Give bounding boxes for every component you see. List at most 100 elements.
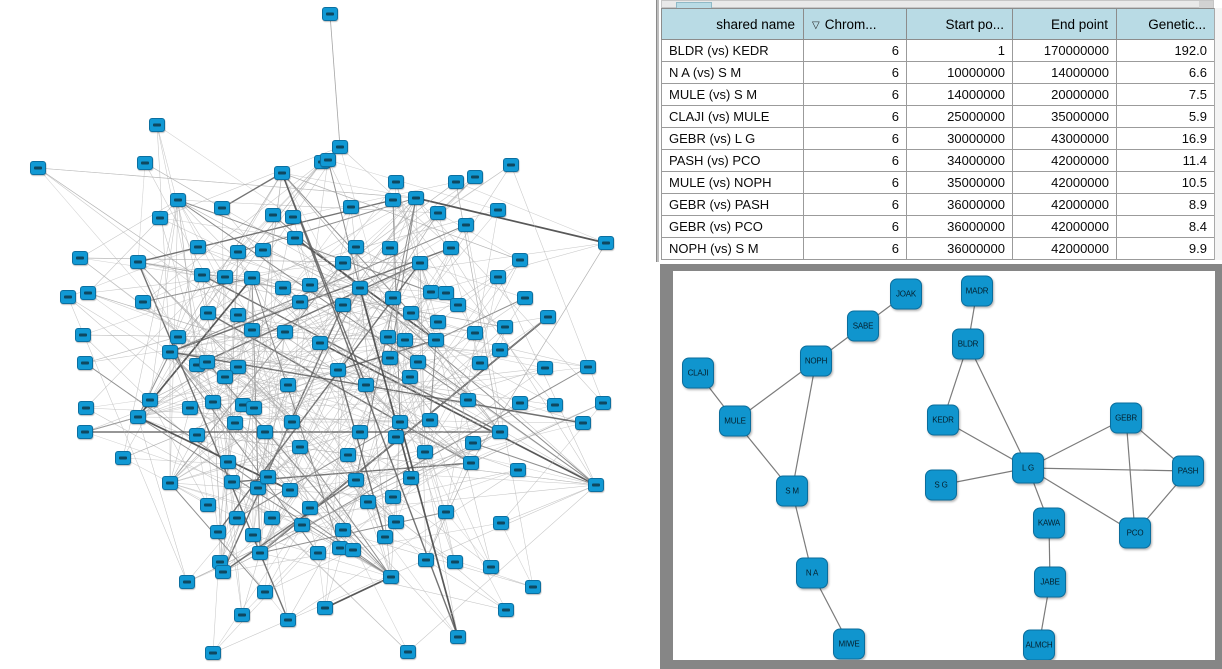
table-cell[interactable]: 6 [803,127,907,150]
network-node-sabe[interactable]: SABE [847,310,879,342]
network-node[interactable] [255,243,271,257]
table-cell[interactable]: 36000000 [906,193,1013,216]
network-node[interactable] [537,361,553,375]
network-node[interactable] [142,393,158,407]
table-cell[interactable]: 14000000 [906,83,1013,106]
network-node-kedr[interactable]: KEDR [927,404,959,436]
network-node[interactable] [194,268,210,282]
network-node[interactable] [230,308,246,322]
table-cell[interactable]: 6 [803,215,907,238]
network-node[interactable] [137,156,153,170]
network-node[interactable] [408,191,424,205]
table-cell[interactable]: 6 [803,105,907,128]
column-header-start-point[interactable]: Start po... [906,8,1013,40]
network-node[interactable] [450,298,466,312]
column-header-genetic[interactable]: Genetic... [1116,8,1215,40]
table-cell[interactable]: 6.6 [1116,61,1215,84]
table-cell[interactable]: 30000000 [906,127,1013,150]
table-cell[interactable]: NOPH (vs) S M [661,237,804,260]
network-node[interactable] [322,7,338,21]
network-node[interactable] [332,140,348,154]
network-node[interactable] [260,470,276,484]
network-node[interactable] [330,363,346,377]
network-node[interactable] [210,525,226,539]
network-node[interactable] [388,430,404,444]
table-cell[interactable]: 5.9 [1116,105,1215,128]
network-node[interactable] [388,175,404,189]
network-node[interactable] [287,231,303,245]
network-node[interactable] [512,253,528,267]
network-node[interactable] [244,323,260,337]
network-node[interactable] [217,270,233,284]
network-node[interactable] [75,328,91,342]
main-network-panel[interactable] [0,0,650,669]
network-node[interactable] [380,330,396,344]
network-node[interactable] [447,555,463,569]
table-cell[interactable]: 8.4 [1116,215,1215,238]
table-cell[interactable]: 10.5 [1116,171,1215,194]
network-node[interactable] [30,161,46,175]
network-node[interactable] [135,295,151,309]
network-node-jabe[interactable]: JABE [1034,566,1066,598]
subnetwork-canvas[interactable]: CLAJI JOAK SABE NOPH MULE S M N A MIWE MADR BLDR K… [673,271,1215,660]
table-cell[interactable]: GEBR (vs) PCO [661,215,804,238]
network-node[interactable] [423,285,439,299]
network-node[interactable] [340,448,356,462]
network-node[interactable] [412,256,428,270]
network-node[interactable] [343,200,359,214]
network-node[interactable] [467,326,483,340]
table-cell[interactable]: 6 [803,193,907,216]
network-node[interactable] [179,575,195,589]
table-cell[interactable]: 6 [803,237,907,260]
table-cell[interactable]: 42000000 [1012,149,1117,172]
network-node[interactable] [492,343,508,357]
table-cell[interactable]: 6 [803,39,907,62]
network-node[interactable] [352,281,368,295]
network-node[interactable] [525,580,541,594]
table-cell[interactable]: 192.0 [1116,39,1215,62]
network-node[interactable] [397,333,413,347]
table-row[interactable]: MULE (vs) NOPH 6 35000000 42000000 10.5 [661,171,1215,194]
table-cell[interactable]: 42000000 [1012,215,1117,238]
table-vertical-scrollbar[interactable] [1214,8,1222,260]
network-node[interactable] [403,306,419,320]
network-node[interactable] [302,278,318,292]
network-node[interactable] [162,476,178,490]
network-node[interactable] [77,425,93,439]
network-node[interactable] [77,356,93,370]
network-node[interactable] [230,360,246,374]
network-node[interactable] [60,290,76,304]
table-row[interactable]: CLAJI (vs) MULE 6 25000000 35000000 5.9 [661,105,1215,128]
network-node-almch[interactable]: ALMCH [1023,629,1055,660]
network-node-l-g[interactable]: L G [1012,452,1044,484]
network-node[interactable] [448,175,464,189]
network-node[interactable] [430,206,446,220]
table-horizontal-scrollbar[interactable] [661,0,1214,9]
table-row[interactable]: GEBR (vs) PCO 6 36000000 42000000 8.4 [661,215,1215,238]
network-node[interactable] [575,416,591,430]
network-node[interactable] [265,208,281,222]
network-node[interactable] [320,153,336,167]
network-node-noph[interactable]: NOPH [800,345,832,377]
network-node[interactable] [498,603,514,617]
network-node[interactable] [149,118,165,132]
network-node[interactable] [335,256,351,270]
network-node[interactable] [200,306,216,320]
network-node[interactable] [430,315,446,329]
network-node[interactable] [490,203,506,217]
table-cell[interactable]: 16.9 [1116,127,1215,150]
network-node[interactable] [244,271,260,285]
network-node[interactable] [335,523,351,537]
network-node[interactable] [152,211,168,225]
network-node[interactable] [130,410,146,424]
network-node[interactable] [428,333,444,347]
network-node[interactable] [312,336,328,350]
network-node[interactable] [205,646,221,660]
network-node[interactable] [252,546,268,560]
network-node[interactable] [438,505,454,519]
network-node[interactable] [189,428,205,442]
column-header-end-point[interactable]: End point [1012,8,1117,40]
network-node[interactable] [230,245,246,259]
network-node-madr[interactable]: MADR [961,275,993,307]
network-node[interactable] [190,240,206,254]
